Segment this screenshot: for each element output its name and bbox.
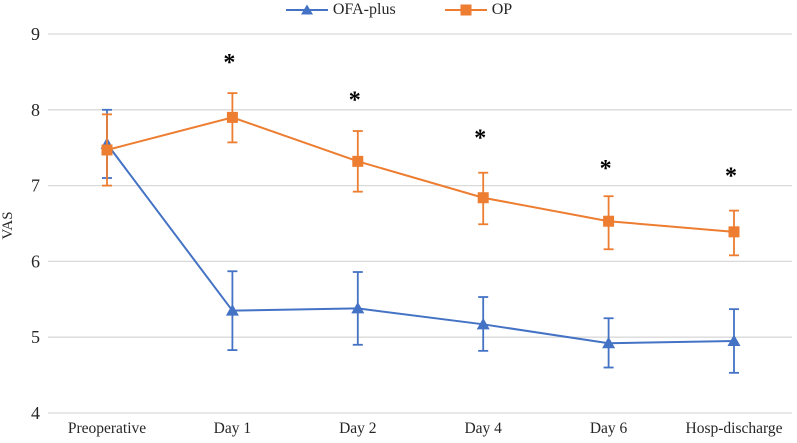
y-tick-label: 6	[31, 251, 40, 271]
marker-triangle	[351, 301, 365, 314]
marker-square	[226, 111, 238, 123]
significance-asterisk: *	[600, 156, 612, 182]
x-axis-label: Day 2	[339, 420, 376, 437]
x-axis-label: Preoperative	[68, 420, 146, 437]
marker-square	[603, 215, 615, 227]
significance-asterisk: *	[474, 126, 486, 152]
op-line-square-icon	[444, 3, 488, 17]
series-line-OFA-plus	[106, 143, 735, 345]
marker-triangle	[727, 334, 741, 346]
y-tick-label: 4	[31, 403, 40, 423]
legend-item-ofa-plus: OFA-plus	[285, 1, 396, 19]
marker-triangle	[225, 304, 239, 316]
marker-square	[352, 155, 364, 167]
y-tick-label: 8	[31, 100, 40, 120]
marker-square	[101, 144, 113, 156]
marker-triangle	[476, 317, 490, 330]
y-tick-label: 7	[31, 176, 40, 196]
series-line-OP	[106, 116, 735, 233]
legend-label-op: OP	[491, 1, 513, 18]
x-axis-label: Hosp-discharge	[686, 420, 783, 437]
marker-square	[477, 192, 489, 204]
significance-asterisk: *	[725, 164, 737, 190]
x-axis-label: Day 4	[464, 420, 502, 437]
legend-item-op: OP	[444, 1, 512, 19]
x-axis-label: Day 1	[214, 420, 251, 437]
marker-square	[728, 226, 740, 238]
x-axis-label: Day 6	[590, 420, 628, 437]
legend-label-ofa-plus: OFA-plus	[332, 1, 396, 18]
chart-legend: OFA-plus OP	[0, 0, 797, 20]
significance-asterisk: *	[223, 50, 235, 76]
y-axis-title: VAS	[0, 211, 16, 239]
marker-triangle	[602, 336, 616, 349]
significance-asterisk: *	[349, 88, 361, 114]
y-tick-label: 9	[31, 24, 40, 44]
y-tick-label: 5	[31, 327, 40, 347]
ofa-plus-line-triangle-icon	[285, 3, 329, 17]
